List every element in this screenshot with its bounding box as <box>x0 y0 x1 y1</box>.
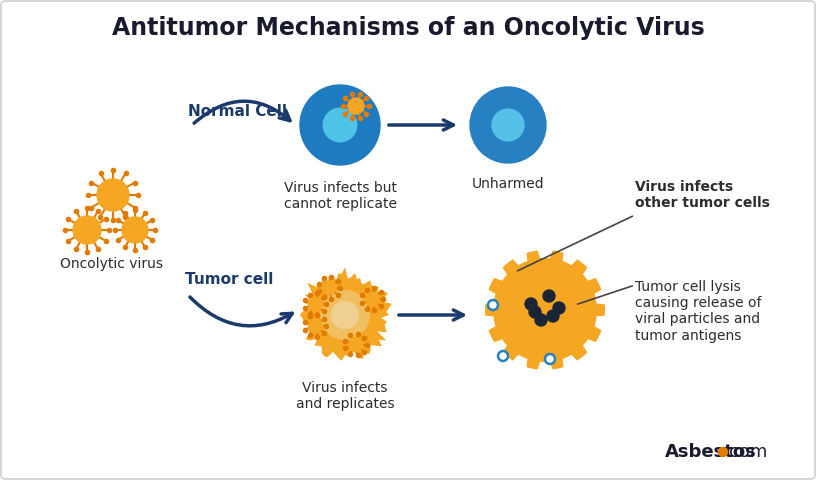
Circle shape <box>719 447 728 456</box>
Circle shape <box>366 292 379 306</box>
Circle shape <box>321 290 370 339</box>
Circle shape <box>308 319 322 333</box>
Circle shape <box>492 109 524 141</box>
Text: Virus infects
other tumor cells: Virus infects other tumor cells <box>635 180 769 210</box>
Text: Normal Cell: Normal Cell <box>188 105 287 120</box>
Text: Oncolytic virus: Oncolytic virus <box>60 257 162 271</box>
Circle shape <box>535 314 547 326</box>
Circle shape <box>322 281 336 295</box>
Circle shape <box>498 351 508 361</box>
Circle shape <box>97 179 129 211</box>
Polygon shape <box>300 267 392 361</box>
Circle shape <box>348 98 364 114</box>
Text: Tumor cell: Tumor cell <box>185 273 273 288</box>
Circle shape <box>470 87 546 163</box>
FancyArrowPatch shape <box>194 101 290 123</box>
Circle shape <box>547 310 559 322</box>
Circle shape <box>553 302 565 314</box>
Circle shape <box>488 300 498 310</box>
Text: Tumor cell lysis
causing release of
viral particles and
tumor antigens: Tumor cell lysis causing release of vira… <box>635 280 761 343</box>
Text: com: com <box>729 443 767 461</box>
Circle shape <box>529 306 541 318</box>
Circle shape <box>73 216 101 244</box>
Circle shape <box>525 298 537 310</box>
Polygon shape <box>485 251 605 370</box>
Circle shape <box>331 301 358 328</box>
Circle shape <box>308 297 322 311</box>
Circle shape <box>545 354 555 364</box>
FancyArrowPatch shape <box>388 120 454 130</box>
FancyArrowPatch shape <box>399 310 463 320</box>
Circle shape <box>348 337 363 352</box>
Text: Virus infects
and replicates: Virus infects and replicates <box>295 381 394 411</box>
Circle shape <box>122 217 148 243</box>
Text: Virus infects but
cannot replicate: Virus infects but cannot replicate <box>283 181 397 211</box>
FancyArrowPatch shape <box>190 297 292 326</box>
Circle shape <box>323 108 357 142</box>
Circle shape <box>300 85 380 165</box>
Circle shape <box>543 290 555 302</box>
Text: Antitumor Mechanisms of an Oncolytic Virus: Antitumor Mechanisms of an Oncolytic Vir… <box>112 16 704 40</box>
Text: Unharmed: Unharmed <box>472 177 544 191</box>
Text: Asbestos: Asbestos <box>665 443 756 461</box>
